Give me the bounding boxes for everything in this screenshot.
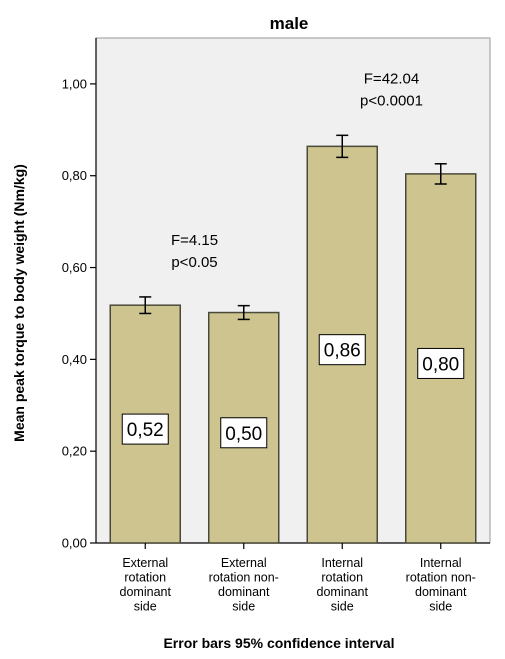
annotation-text: p<0.05 — [171, 254, 217, 271]
y-axis-label: Mean peak torque to body weight (Nm/kg) — [11, 164, 27, 442]
x-tick-label: External — [122, 556, 168, 570]
annotation-text: F=42.04 — [364, 70, 419, 87]
x-tick-label: dominant — [218, 585, 270, 599]
y-tick-label: 0,60 — [62, 260, 87, 275]
y-tick-label: 1,00 — [62, 76, 87, 91]
annotation-text: F=4.15 — [171, 232, 218, 249]
x-tick-label: rotation — [321, 571, 363, 585]
data-label-box — [318, 334, 366, 366]
x-tick-label: rotation non- — [406, 571, 476, 585]
y-tick-label: 0,20 — [62, 444, 87, 459]
data-label-box — [220, 417, 268, 449]
annotation-text: p<0.0001 — [360, 92, 423, 109]
x-tick-label: side — [429, 600, 452, 614]
x-tick-label: side — [134, 600, 157, 614]
x-tick-label: dominant — [317, 585, 369, 599]
data-label: 0,80 — [422, 354, 459, 375]
data-label: 0,86 — [324, 341, 361, 362]
y-tick-label: 0,40 — [62, 352, 87, 367]
x-tick-label: side — [232, 600, 255, 614]
x-tick-label: rotation — [124, 571, 166, 585]
data-label: 0,50 — [225, 424, 262, 445]
y-tick-label: 0,80 — [62, 168, 87, 183]
x-tick-label: Internal — [420, 556, 462, 570]
x-tick-label: side — [331, 600, 354, 614]
x-tick-label: dominant — [415, 585, 467, 599]
chart-title: male — [270, 14, 309, 33]
plot-area: 0,000,200,400,600,801,000,52Externalrota… — [62, 37, 491, 614]
x-tick-label: rotation non- — [209, 571, 279, 585]
x-tick-label: External — [221, 556, 267, 570]
y-tick-label: 0,00 — [62, 536, 87, 551]
x-tick-label: dominant — [120, 585, 172, 599]
data-label: 0,52 — [127, 420, 164, 441]
chart-caption: Error bars 95% confidence interval — [163, 635, 394, 651]
data-label-box — [121, 413, 169, 445]
x-tick-label: Internal — [321, 556, 363, 570]
data-label-box — [417, 347, 465, 379]
